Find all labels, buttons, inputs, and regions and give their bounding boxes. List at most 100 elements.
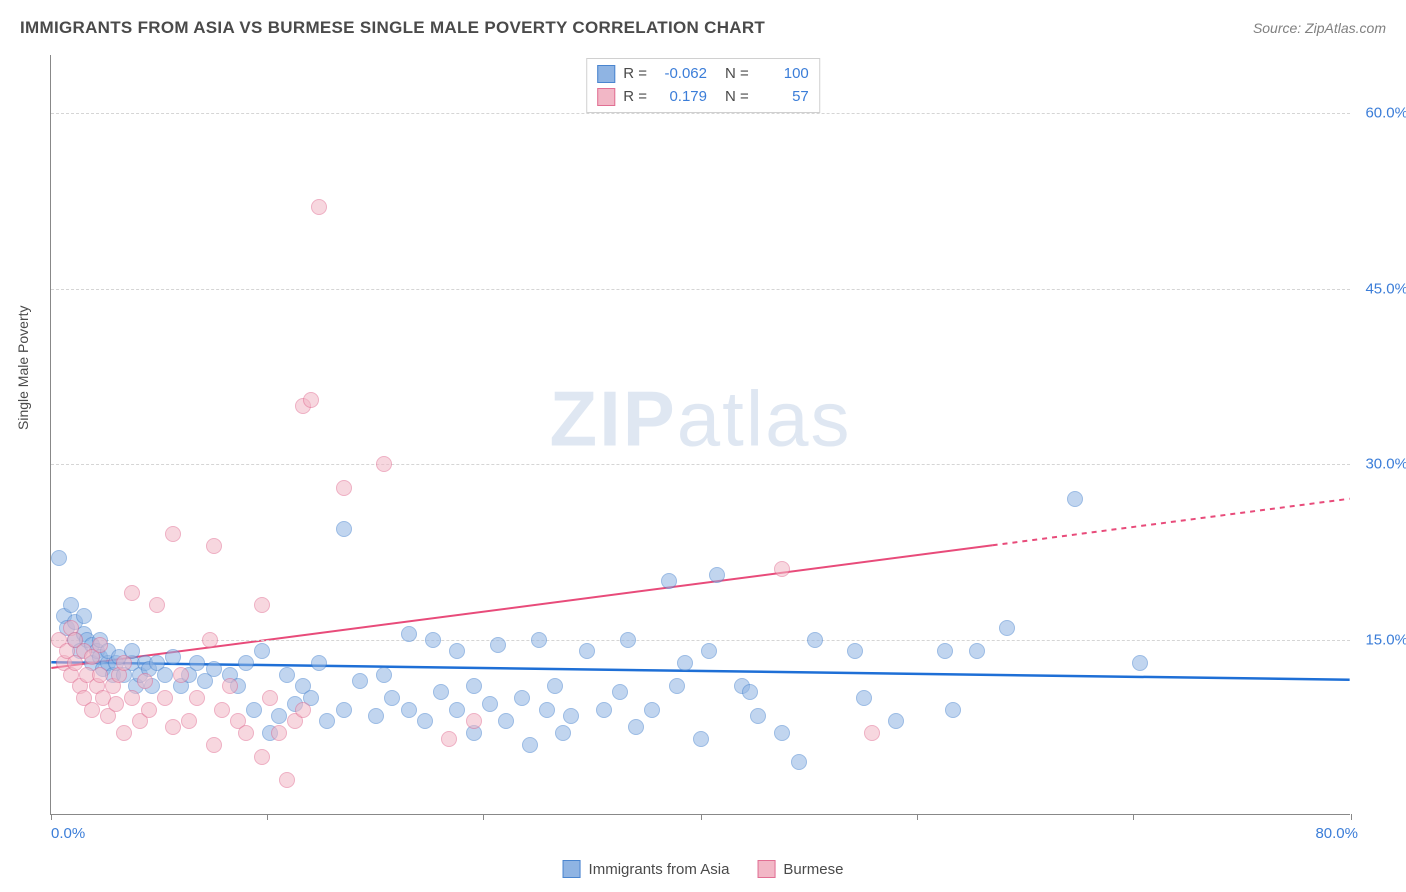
scatter-point <box>522 737 538 753</box>
scatter-point <box>149 597 165 613</box>
scatter-point <box>401 702 417 718</box>
xtick-label-left: 0.0% <box>51 825 85 842</box>
scatter-point <box>295 702 311 718</box>
plot-area: ZIPatlas 15.0%30.0%45.0%60.0%0.0%80.0% <box>50 55 1350 815</box>
scatter-point <box>336 521 352 537</box>
scatter-point <box>189 655 205 671</box>
scatter-point <box>709 567 725 583</box>
chart-title: IMMIGRANTS FROM ASIA VS BURMESE SINGLE M… <box>20 18 765 38</box>
watermark-zip: ZIP <box>549 375 676 463</box>
scatter-point <box>222 678 238 694</box>
gridline <box>51 640 1350 641</box>
r-label: R = <box>623 63 647 86</box>
scatter-point <box>76 608 92 624</box>
scatter-point <box>92 667 108 683</box>
scatter-point <box>165 526 181 542</box>
scatter-point <box>547 678 563 694</box>
scatter-point <box>945 702 961 718</box>
scatter-point <box>165 719 181 735</box>
scatter-point <box>116 655 132 671</box>
scatter-point <box>774 725 790 741</box>
scatter-point <box>311 655 327 671</box>
gridline <box>51 464 1350 465</box>
scatter-point <box>246 702 262 718</box>
scatter-point <box>116 725 132 741</box>
scatter-point <box>693 731 709 747</box>
scatter-point <box>206 661 222 677</box>
scatter-point <box>579 643 595 659</box>
scatter-point <box>262 690 278 706</box>
xtick <box>917 814 918 820</box>
r-value: -0.062 <box>655 63 707 86</box>
watermark: ZIPatlas <box>549 374 851 465</box>
scatter-point <box>433 684 449 700</box>
scatter-point <box>490 637 506 653</box>
trend-line-dashed <box>993 499 1350 546</box>
legend-swatch <box>597 88 615 106</box>
legend-item: Immigrants from Asia <box>563 860 730 878</box>
scatter-point <box>124 585 140 601</box>
scatter-point <box>157 690 173 706</box>
scatter-point <box>563 708 579 724</box>
scatter-point <box>531 632 547 648</box>
scatter-point <box>254 643 270 659</box>
scatter-point <box>628 719 644 735</box>
legend-swatch <box>563 860 581 878</box>
xtick <box>51 814 52 820</box>
scatter-point <box>847 643 863 659</box>
scatter-point <box>376 456 392 472</box>
scatter-point <box>807 632 823 648</box>
scatter-point <box>449 643 465 659</box>
scatter-point <box>466 713 482 729</box>
gridline <box>51 113 1350 114</box>
scatter-point <box>888 713 904 729</box>
scatter-point <box>401 626 417 642</box>
scatter-point <box>189 690 205 706</box>
n-label: N = <box>725 63 749 86</box>
y-axis-label: Single Male Poverty <box>15 305 31 430</box>
xtick <box>701 814 702 820</box>
scatter-point <box>271 708 287 724</box>
scatter-point <box>441 731 457 747</box>
bottom-legend: Immigrants from Asia Burmese <box>563 860 844 878</box>
source-label: Source: ZipAtlas.com <box>1253 20 1386 36</box>
scatter-point <box>206 538 222 554</box>
scatter-point <box>124 690 140 706</box>
xtick <box>267 814 268 820</box>
scatter-point <box>303 392 319 408</box>
scatter-point <box>63 597 79 613</box>
ytick-label: 30.0% <box>1365 456 1406 473</box>
n-value: 57 <box>757 86 809 109</box>
scatter-point <box>937 643 953 659</box>
stats-row: R = -0.062 N = 100 <box>597 63 809 86</box>
ytick-label: 45.0% <box>1365 280 1406 297</box>
r-value: 0.179 <box>655 86 707 109</box>
scatter-point <box>449 702 465 718</box>
scatter-point <box>352 673 368 689</box>
scatter-point <box>206 737 222 753</box>
scatter-point <box>376 667 392 683</box>
scatter-point <box>336 480 352 496</box>
scatter-point <box>368 708 384 724</box>
scatter-point <box>750 708 766 724</box>
n-value: 100 <box>757 63 809 86</box>
scatter-point <box>137 673 153 689</box>
scatter-point <box>336 702 352 718</box>
legend-item: Burmese <box>757 860 843 878</box>
scatter-point <box>864 725 880 741</box>
scatter-point <box>596 702 612 718</box>
xtick <box>483 814 484 820</box>
scatter-point <box>466 678 482 694</box>
scatter-point <box>539 702 555 718</box>
scatter-point <box>319 713 335 729</box>
n-label: N = <box>725 86 749 109</box>
scatter-point <box>271 725 287 741</box>
scatter-point <box>214 702 230 718</box>
legend-swatch <box>757 860 775 878</box>
scatter-point <box>1067 491 1083 507</box>
trend-lines-svg <box>51 55 1350 814</box>
scatter-point <box>612 684 628 700</box>
xtick <box>1351 814 1352 820</box>
scatter-point <box>425 632 441 648</box>
scatter-point <box>1132 655 1148 671</box>
